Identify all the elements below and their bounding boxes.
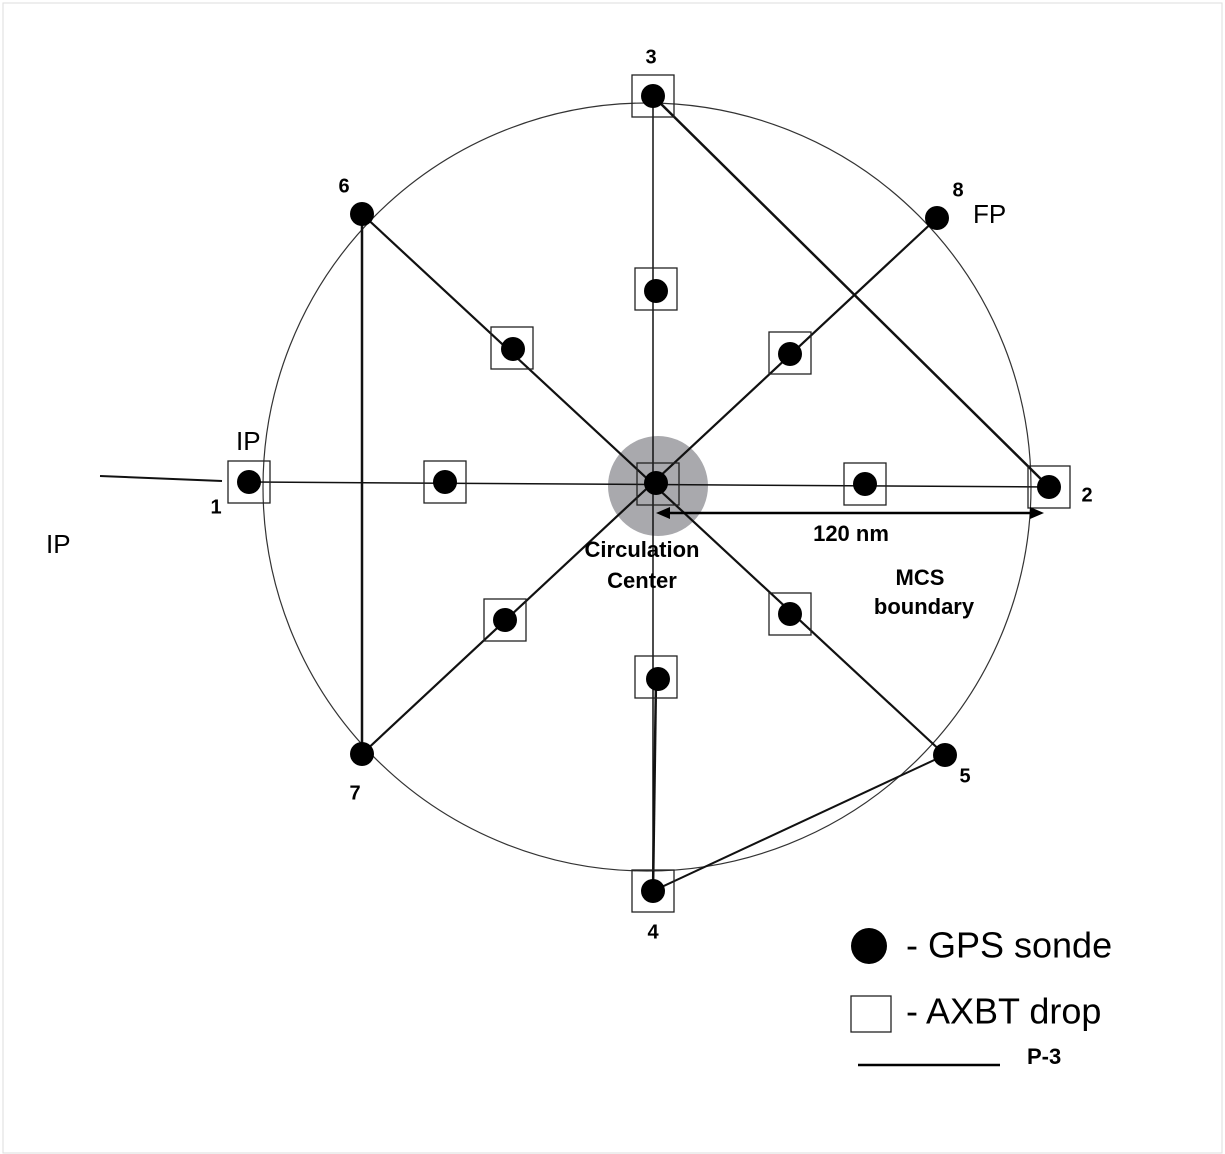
axbt-drops bbox=[227, 74, 1071, 913]
axbt-square bbox=[768, 592, 812, 636]
sonde bbox=[641, 879, 665, 903]
sonde bbox=[644, 279, 668, 303]
sonde bbox=[350, 742, 374, 766]
axbt-square bbox=[768, 331, 812, 375]
fp-label: FP bbox=[973, 199, 1006, 229]
axbt-square bbox=[423, 460, 467, 504]
axbt-square bbox=[634, 655, 678, 699]
sonde bbox=[237, 470, 261, 494]
legend-entry: P-3 bbox=[1027, 1044, 1061, 1069]
sonde bbox=[433, 470, 457, 494]
node-label: 1 bbox=[210, 496, 221, 518]
axbt-square bbox=[636, 462, 680, 506]
sonde bbox=[933, 743, 957, 767]
distance-label: 120 nm bbox=[813, 521, 889, 546]
node-label: 7 bbox=[349, 782, 360, 804]
center-label: Circulation bbox=[585, 537, 700, 562]
legend-entry: - AXBT drop bbox=[906, 991, 1101, 1032]
sonde bbox=[853, 472, 877, 496]
axbt-square bbox=[631, 869, 675, 913]
node-label: 5 bbox=[959, 765, 970, 787]
ip-label: IP bbox=[236, 426, 261, 456]
track-leg bbox=[652, 754, 946, 892]
sonde bbox=[778, 342, 802, 366]
sonde bbox=[350, 202, 374, 226]
axbt-square bbox=[631, 74, 675, 118]
gps-sondes bbox=[237, 84, 1061, 903]
node-label: 3 bbox=[645, 46, 656, 68]
sonde bbox=[925, 206, 949, 230]
legend: - GPS sonde - AXBT drop P-3 bbox=[850, 925, 1112, 1069]
ip-label: IP bbox=[46, 529, 71, 559]
flight-track bbox=[99, 95, 1050, 892]
legend-sonde-icon bbox=[851, 928, 887, 964]
track-leg bbox=[652, 95, 1050, 488]
sonde bbox=[501, 337, 525, 361]
axbt-square bbox=[490, 326, 534, 370]
mcs-label: MCS bbox=[896, 565, 945, 590]
sonde bbox=[644, 471, 668, 495]
track-leg bbox=[651, 678, 658, 892]
arrow-head bbox=[1030, 507, 1044, 519]
sonde bbox=[1037, 475, 1061, 499]
track-leg bbox=[99, 475, 223, 482]
node-label: 4 bbox=[647, 921, 659, 943]
axbt-square bbox=[227, 460, 271, 504]
legend-axbt-icon bbox=[850, 995, 892, 1033]
distance-arrow bbox=[656, 507, 1044, 519]
arrow-head bbox=[656, 507, 670, 519]
sonde bbox=[641, 84, 665, 108]
sonde bbox=[646, 667, 670, 691]
sonde bbox=[493, 608, 517, 632]
node-label: 2 bbox=[1081, 484, 1092, 506]
axbt-square bbox=[634, 267, 678, 311]
center-label: Center bbox=[607, 568, 677, 593]
legend-entry: - GPS sonde bbox=[906, 925, 1112, 966]
node-label: 8 bbox=[952, 179, 963, 201]
axbt-square bbox=[843, 462, 887, 506]
mcs-label: boundary bbox=[874, 594, 975, 619]
sonde bbox=[778, 602, 802, 626]
node-label: 6 bbox=[338, 175, 349, 197]
axbt-square bbox=[483, 598, 527, 642]
axbt-square bbox=[1027, 465, 1071, 509]
